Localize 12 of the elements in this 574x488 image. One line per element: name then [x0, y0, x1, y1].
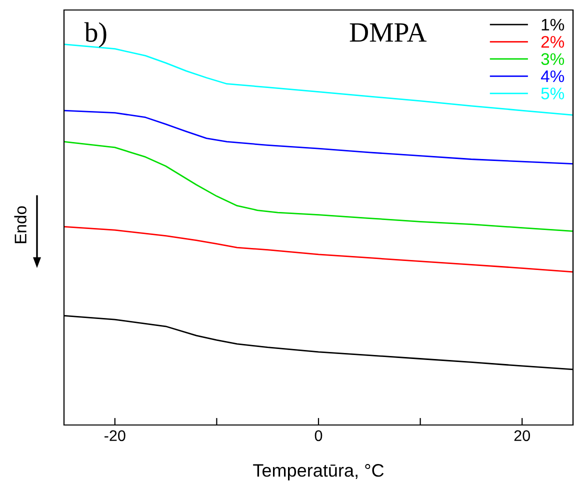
legend-label: 1% — [542, 18, 564, 31]
x-axis-title: Temperatūra, °C — [253, 464, 384, 480]
legend-label: 4% — [540, 70, 564, 82]
legend-label: 2% — [541, 36, 564, 48]
x-tick-label: -20 — [104, 430, 126, 442]
annotation: b) — [84, 22, 106, 48]
x-tick-label: 20 — [514, 430, 530, 442]
y-axis-title: Endo — [14, 206, 26, 244]
text: DMPA — [350, 23, 427, 42]
legend-label: 5% — [541, 88, 564, 100]
x-tick-label: 0 — [314, 430, 322, 442]
legend-label: 3% — [541, 53, 564, 65]
